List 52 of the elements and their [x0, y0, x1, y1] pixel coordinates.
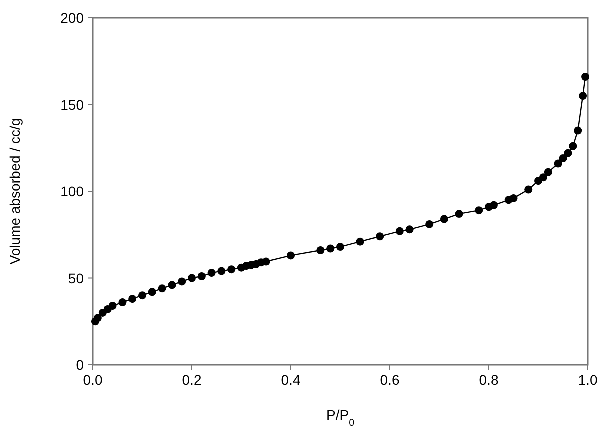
- y-tick-label: 0: [76, 357, 84, 373]
- point: [564, 149, 572, 158]
- point: [148, 288, 156, 296]
- point: [544, 168, 552, 176]
- point: [168, 281, 176, 290]
- point: [336, 243, 344, 252]
- point: [208, 269, 216, 278]
- point: [579, 92, 588, 100]
- x-tick-label: 1.0: [578, 372, 598, 388]
- point: [510, 194, 518, 202]
- point: [198, 272, 206, 281]
- point: [554, 160, 562, 168]
- y-tick-label: 200: [60, 10, 84, 26]
- point: [539, 174, 548, 182]
- x-axis-title: P/P$_{0}$: [326, 407, 356, 428]
- y-tick-label: 100: [60, 184, 84, 200]
- point: [326, 244, 335, 253]
- point: [188, 274, 196, 282]
- x-tick-label: 0.2: [182, 372, 202, 388]
- x-tick-label: 0.0: [83, 372, 103, 388]
- point: [569, 142, 578, 150]
- x-tick-label: 0.8: [479, 372, 499, 388]
- point: [582, 72, 590, 81]
- point: [559, 154, 568, 163]
- point: [94, 314, 102, 322]
- point: [455, 210, 464, 218]
- point: [440, 215, 448, 224]
- point: [128, 295, 137, 304]
- point: [524, 186, 533, 194]
- point: [426, 220, 434, 228]
- y-tick-label: 50: [68, 270, 84, 286]
- x-tick-label: 0.6: [380, 372, 400, 388]
- y-tick-label: 150: [60, 96, 84, 113]
- point: [178, 278, 186, 286]
- y-axis-title: Volume absorbed / cc/g: [7, 118, 23, 265]
- point: [396, 227, 404, 236]
- point: [228, 266, 236, 274]
- point: [406, 226, 414, 234]
- point: [262, 258, 270, 266]
- point: [356, 238, 364, 246]
- point: [316, 246, 325, 254]
- point: [287, 252, 295, 260]
- point: [376, 232, 384, 241]
- point: [158, 284, 166, 293]
- point: [475, 206, 484, 215]
- point: [218, 267, 226, 276]
- point: [138, 292, 146, 300]
- x-tick-label: 0.4: [281, 372, 301, 388]
- point: [574, 126, 582, 135]
- point: [118, 298, 127, 307]
- point: [490, 201, 498, 210]
- point: [108, 302, 117, 310]
